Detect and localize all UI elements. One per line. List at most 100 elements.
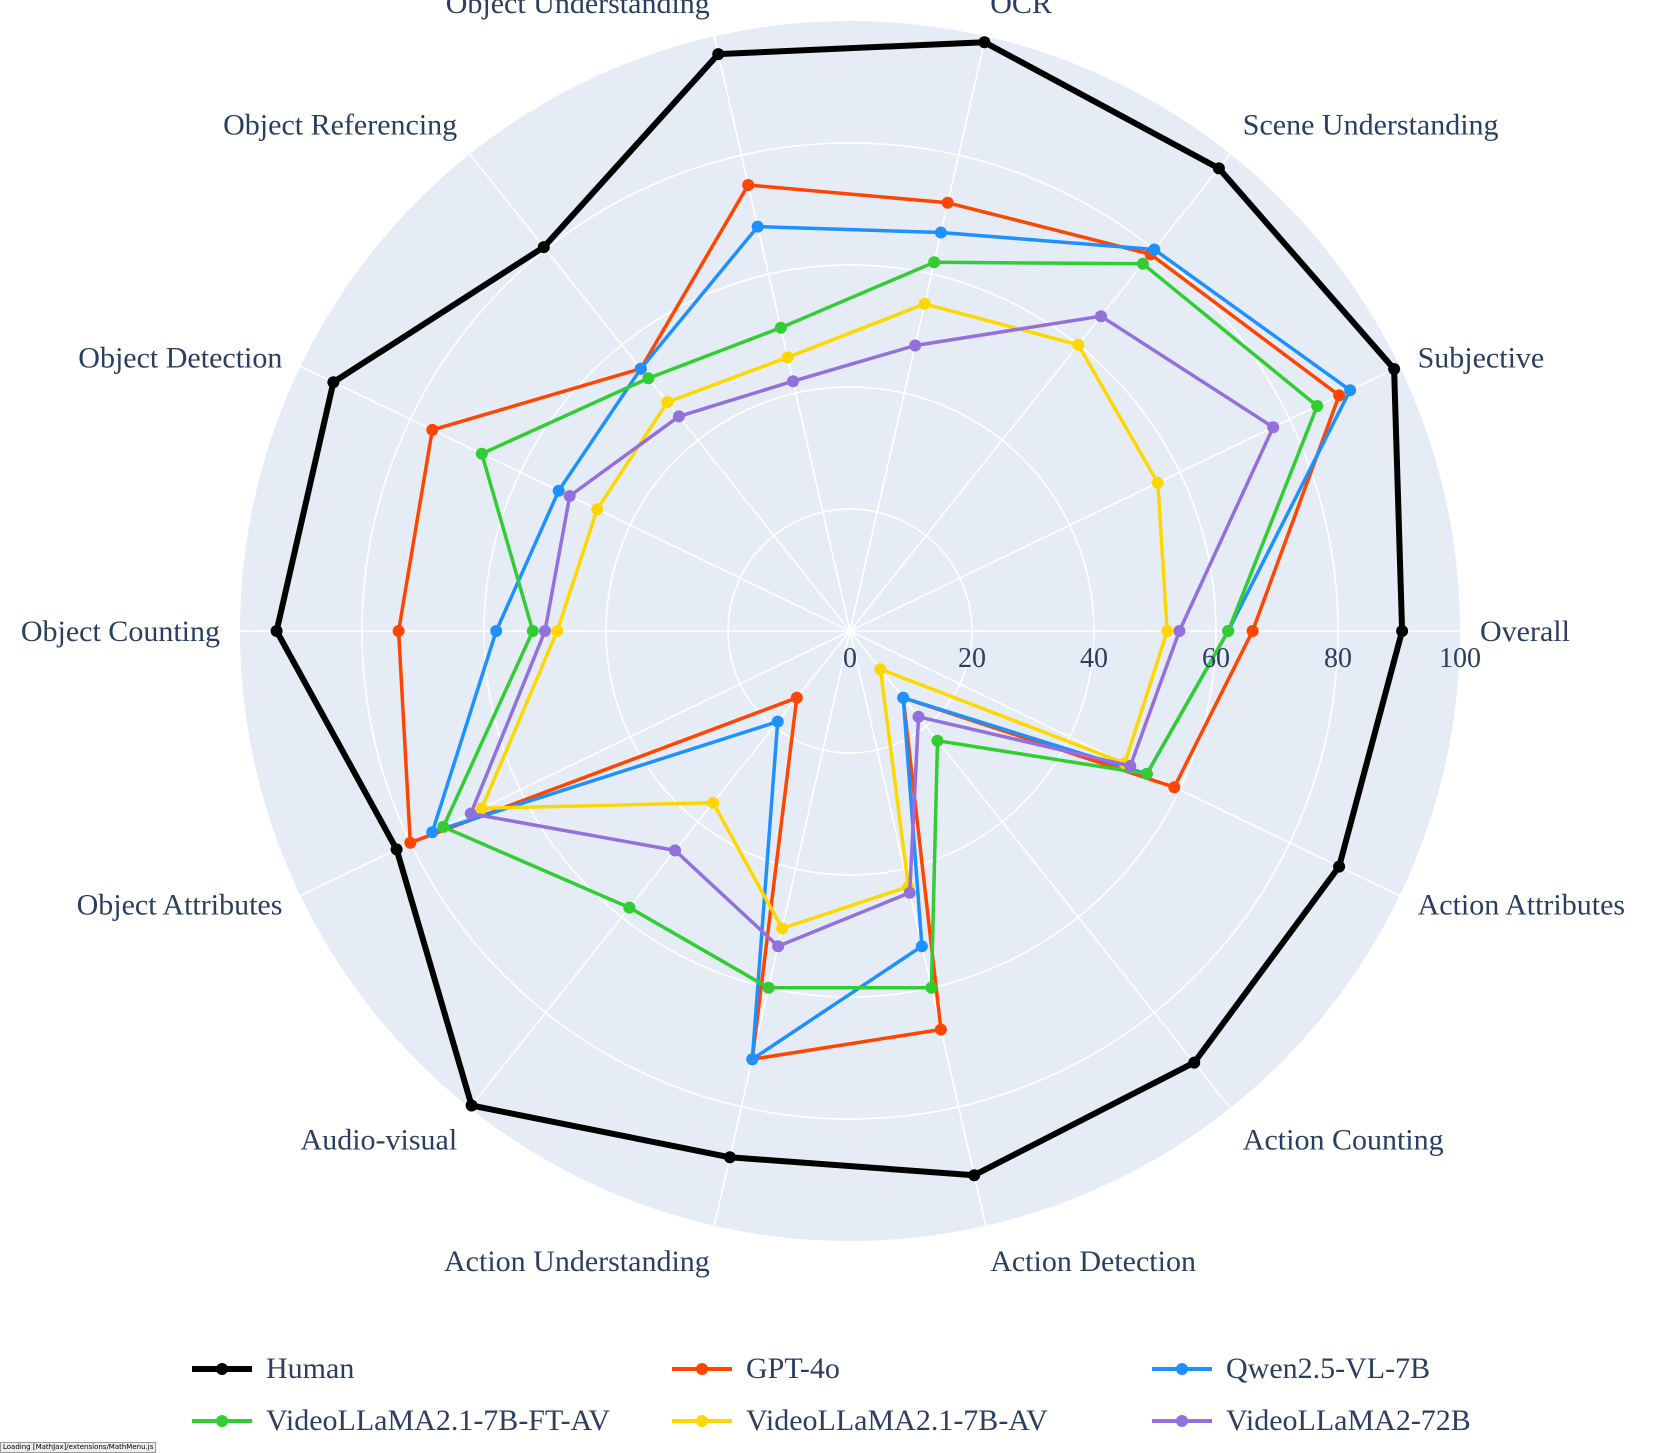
data-point — [1267, 421, 1280, 434]
series-qwen2-5-vl-7b — [426, 220, 1357, 1066]
spoke-line — [849, 36, 987, 632]
spoke-line — [469, 153, 851, 632]
legend-item[interactable]: Qwen2.5-VL-7B — [1150, 1348, 1510, 1390]
data-point — [1136, 257, 1149, 270]
data-point — [552, 484, 565, 497]
data-point — [934, 226, 947, 239]
data-point — [874, 663, 887, 676]
data-point — [623, 901, 636, 914]
data-point — [751, 220, 764, 233]
axis-label: Action Detection — [990, 1245, 1196, 1278]
radial-tick-label: 80 — [1324, 643, 1352, 674]
data-point — [925, 981, 938, 994]
axis-label: Audio-visual — [301, 1124, 458, 1157]
data-point — [918, 297, 931, 310]
data-point — [912, 710, 925, 723]
data-point — [1396, 625, 1409, 637]
data-point — [934, 1023, 947, 1036]
data-point — [1140, 767, 1153, 780]
data-point — [475, 802, 488, 815]
legend-swatch — [192, 1363, 252, 1375]
axis-label: Subjective — [1418, 342, 1545, 375]
data-point — [437, 820, 450, 833]
spoke-line — [849, 365, 1400, 632]
legend-swatch — [672, 1363, 732, 1375]
data-point — [392, 625, 405, 637]
axis-label: Object Counting — [21, 615, 220, 648]
data-point — [928, 256, 941, 269]
data-point — [591, 503, 604, 516]
data-point — [1188, 1056, 1201, 1069]
data-point — [781, 351, 794, 364]
data-point — [539, 625, 551, 637]
data-point — [1168, 781, 1181, 794]
spoke-line — [469, 630, 851, 1109]
series-layer — [270, 36, 1409, 1182]
series-videollama2-72b — [464, 310, 1280, 953]
data-point — [426, 423, 439, 436]
data-point — [1388, 363, 1401, 375]
data-point — [526, 625, 539, 637]
axis-label: Object Detection — [78, 342, 282, 375]
radial-tick-label: 60 — [1202, 643, 1230, 674]
data-point — [903, 886, 916, 899]
axis-label: Object Understanding — [446, 0, 710, 20]
legend-item[interactable]: Human — [190, 1348, 670, 1390]
data-point — [390, 843, 403, 856]
data-point — [897, 691, 910, 704]
data-point — [762, 981, 775, 994]
data-point — [787, 375, 799, 388]
data-point — [941, 196, 954, 209]
data-point — [707, 796, 720, 809]
radial-tick-label: 100 — [1439, 643, 1481, 674]
data-point — [968, 1169, 981, 1182]
data-point — [712, 48, 725, 61]
data-point — [327, 376, 340, 389]
data-point — [426, 826, 439, 839]
legend-swatch — [1152, 1415, 1212, 1427]
data-point — [1344, 384, 1357, 397]
data-point — [1173, 625, 1186, 637]
data-point — [464, 807, 477, 820]
data-point — [537, 241, 550, 254]
legend-label: VideoLLaMA2-72B — [1226, 1404, 1471, 1437]
axis-label: Object Attributes — [77, 888, 283, 921]
spoke-line — [849, 153, 1231, 632]
data-point — [1311, 400, 1324, 412]
axis-label: Overall — [1480, 615, 1570, 648]
spoke-line — [849, 630, 1231, 1109]
data-point — [551, 625, 564, 637]
legend-item[interactable]: VideoLLaMA2-72B — [1150, 1400, 1510, 1442]
data-point — [1333, 389, 1346, 402]
axis-label: Scene Understanding — [1243, 108, 1499, 141]
legend-item[interactable]: VideoLLaMA2.1-7B-AV — [670, 1400, 1150, 1442]
legend-item[interactable]: GPT-4o — [670, 1348, 1150, 1390]
data-point — [490, 625, 503, 637]
axis-label: Action Counting — [1243, 1124, 1444, 1157]
legend-label: VideoLLaMA2.1-7B-FT-AV — [266, 1404, 611, 1437]
data-point — [978, 36, 991, 49]
spoke-line — [300, 365, 851, 632]
data-point — [404, 836, 417, 849]
data-point — [742, 179, 755, 191]
data-point — [723, 1151, 736, 1164]
radial-tick-label: 0 — [843, 643, 857, 674]
status-bar: Loading [MathJax]/extensions/MathMenu.js — [0, 1442, 157, 1453]
data-point — [1095, 310, 1107, 323]
data-point — [1161, 625, 1174, 637]
spoke-line — [713, 36, 851, 632]
data-point — [1246, 625, 1259, 637]
data-point — [1148, 243, 1161, 256]
series-videollama2-1-7b-ft-av — [437, 256, 1324, 994]
radial-tick-labels: 0 20 40 60 80 100 — [843, 643, 1481, 674]
data-point — [931, 734, 944, 747]
data-point — [790, 691, 803, 704]
legend-label: GPT-4o — [746, 1352, 840, 1385]
radial-tick-label: 20 — [958, 643, 986, 674]
legend-label: Human — [266, 1352, 355, 1385]
data-point — [270, 625, 283, 637]
data-point — [1151, 476, 1164, 489]
legend: Human GPT-4o Qwen2.5-VL-7B VideoLLaMA2.1-7B… — [190, 1348, 1510, 1442]
legend-item[interactable]: VideoLLaMA2.1-7B-FT-AV — [190, 1400, 670, 1442]
legend-swatch — [1152, 1363, 1212, 1375]
